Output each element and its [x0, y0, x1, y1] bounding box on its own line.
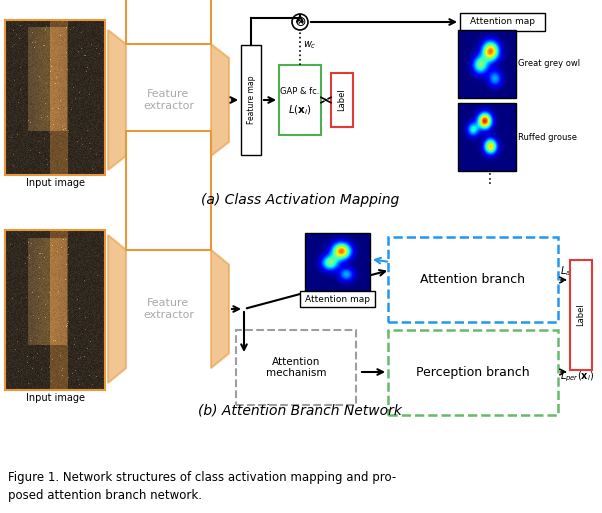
- Polygon shape: [108, 30, 126, 170]
- Text: $L(\mathbf{x}_i)$: $L(\mathbf{x}_i)$: [288, 104, 312, 117]
- Text: $\vdots$: $\vdots$: [482, 170, 492, 186]
- Text: $w_c$: $w_c$: [303, 39, 317, 51]
- Bar: [126, 131, 211, 250]
- Text: Ruffed grouse: Ruffed grouse: [518, 132, 577, 142]
- Text: GAP & fc.: GAP & fc.: [281, 87, 320, 96]
- Bar: [570, 260, 592, 370]
- Text: Attention map: Attention map: [470, 17, 535, 27]
- Bar: [388, 330, 558, 415]
- Text: $L_{att}(\mathbf{x}_i)$: $L_{att}(\mathbf{x}_i)$: [560, 264, 592, 278]
- Text: Attention branch: Attention branch: [421, 273, 526, 286]
- Bar: [241, 45, 261, 155]
- Bar: [458, 103, 516, 171]
- Bar: [5, 230, 105, 390]
- Text: Label: Label: [577, 304, 586, 326]
- Bar: [300, 291, 375, 307]
- Text: $L_{per}(\mathbf{x}_i)$: $L_{per}(\mathbf{x}_i)$: [560, 369, 594, 384]
- Text: Figure 1. Network structures of class activation mapping and pro-: Figure 1. Network structures of class ac…: [8, 471, 396, 484]
- Text: Attention map: Attention map: [305, 294, 370, 304]
- Text: Feature map: Feature map: [246, 76, 255, 124]
- Text: posed attention branch network.: posed attention branch network.: [8, 489, 202, 503]
- Bar: [279, 65, 321, 135]
- Text: Label: Label: [338, 89, 347, 111]
- Text: (b) Attention Branch Network: (b) Attention Branch Network: [198, 403, 402, 417]
- Circle shape: [292, 14, 308, 30]
- Polygon shape: [211, 250, 229, 368]
- Text: Input image: Input image: [25, 393, 84, 403]
- Text: (a) Class Activation Mapping: (a) Class Activation Mapping: [201, 193, 399, 207]
- Bar: [458, 30, 516, 98]
- Bar: [236, 330, 356, 405]
- Bar: [126, 0, 211, 44]
- Text: $\otimes$: $\otimes$: [294, 15, 306, 29]
- Bar: [305, 233, 370, 291]
- Text: Feature
extractor: Feature extractor: [143, 298, 194, 320]
- Bar: [5, 20, 105, 175]
- Text: Input image: Input image: [25, 178, 84, 188]
- Polygon shape: [108, 235, 126, 383]
- Bar: [460, 13, 545, 31]
- Polygon shape: [211, 44, 229, 156]
- Bar: [388, 237, 558, 322]
- Text: Feature
extractor: Feature extractor: [143, 89, 194, 111]
- Text: Perception branch: Perception branch: [416, 366, 530, 379]
- Bar: [331, 73, 353, 127]
- Text: Great grey owl: Great grey owl: [518, 60, 580, 69]
- Text: Attention
mechanism: Attention mechanism: [265, 357, 326, 378]
